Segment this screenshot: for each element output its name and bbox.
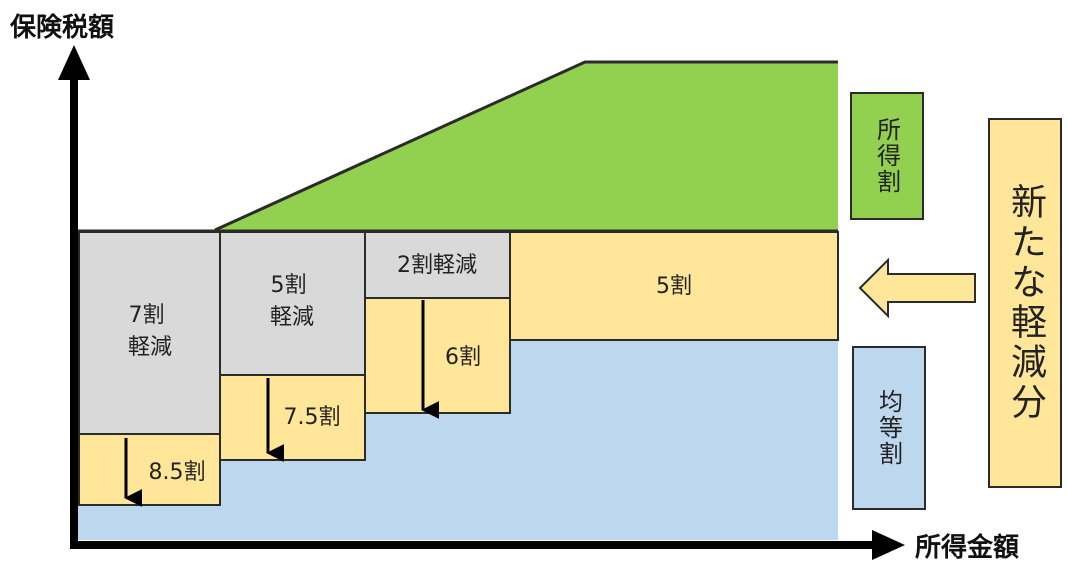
new-reduction-pointer-arrow	[858, 257, 976, 319]
income-rate-legend: 所得割	[850, 92, 924, 220]
new-85-box	[78, 433, 221, 506]
reduction-20-label: 2割軽減	[397, 253, 477, 278]
new-85-label: 8.5割	[149, 460, 206, 485]
new-5-box	[509, 231, 839, 341]
flat-rate-legend: 均等割	[852, 346, 926, 510]
reduction-70-line2: 軽減	[128, 335, 172, 360]
y-axis-title: 保険税額	[9, 12, 114, 43]
income-rate-legend-text: 所得割	[872, 117, 901, 195]
reduction-50-line2: 軽減	[270, 305, 314, 330]
new-6-box	[364, 297, 511, 414]
new-75-box	[219, 374, 366, 461]
new-75-label: 7.5割	[284, 405, 341, 430]
new-6-label: 6割	[445, 345, 481, 370]
flat-rate-legend-text: 均等割	[874, 389, 903, 467]
y-axis-arrowhead	[58, 45, 90, 80]
reduction-70-box	[78, 231, 221, 435]
new-reduction-legend: 新たな軽減分	[988, 118, 1062, 488]
reduction-50-label: 5割 軽減	[270, 273, 314, 330]
x-axis-title: 所得金額	[915, 532, 1019, 563]
income-rate-outline	[214, 60, 838, 232]
reduction-50-box	[219, 231, 366, 376]
income-rate-region	[215, 62, 838, 232]
x-axis-arrowhead	[872, 530, 905, 560]
reduction-70-label: 7割 軽減	[128, 303, 172, 360]
flat-rate-region	[78, 340, 838, 540]
reduction-70-line1: 7割	[129, 303, 165, 328]
new-reduction-legend-text: 新たな軽減分	[1005, 183, 1046, 423]
reduction-50-line1: 5割	[271, 273, 307, 298]
new-5-label: 5割	[656, 274, 692, 299]
